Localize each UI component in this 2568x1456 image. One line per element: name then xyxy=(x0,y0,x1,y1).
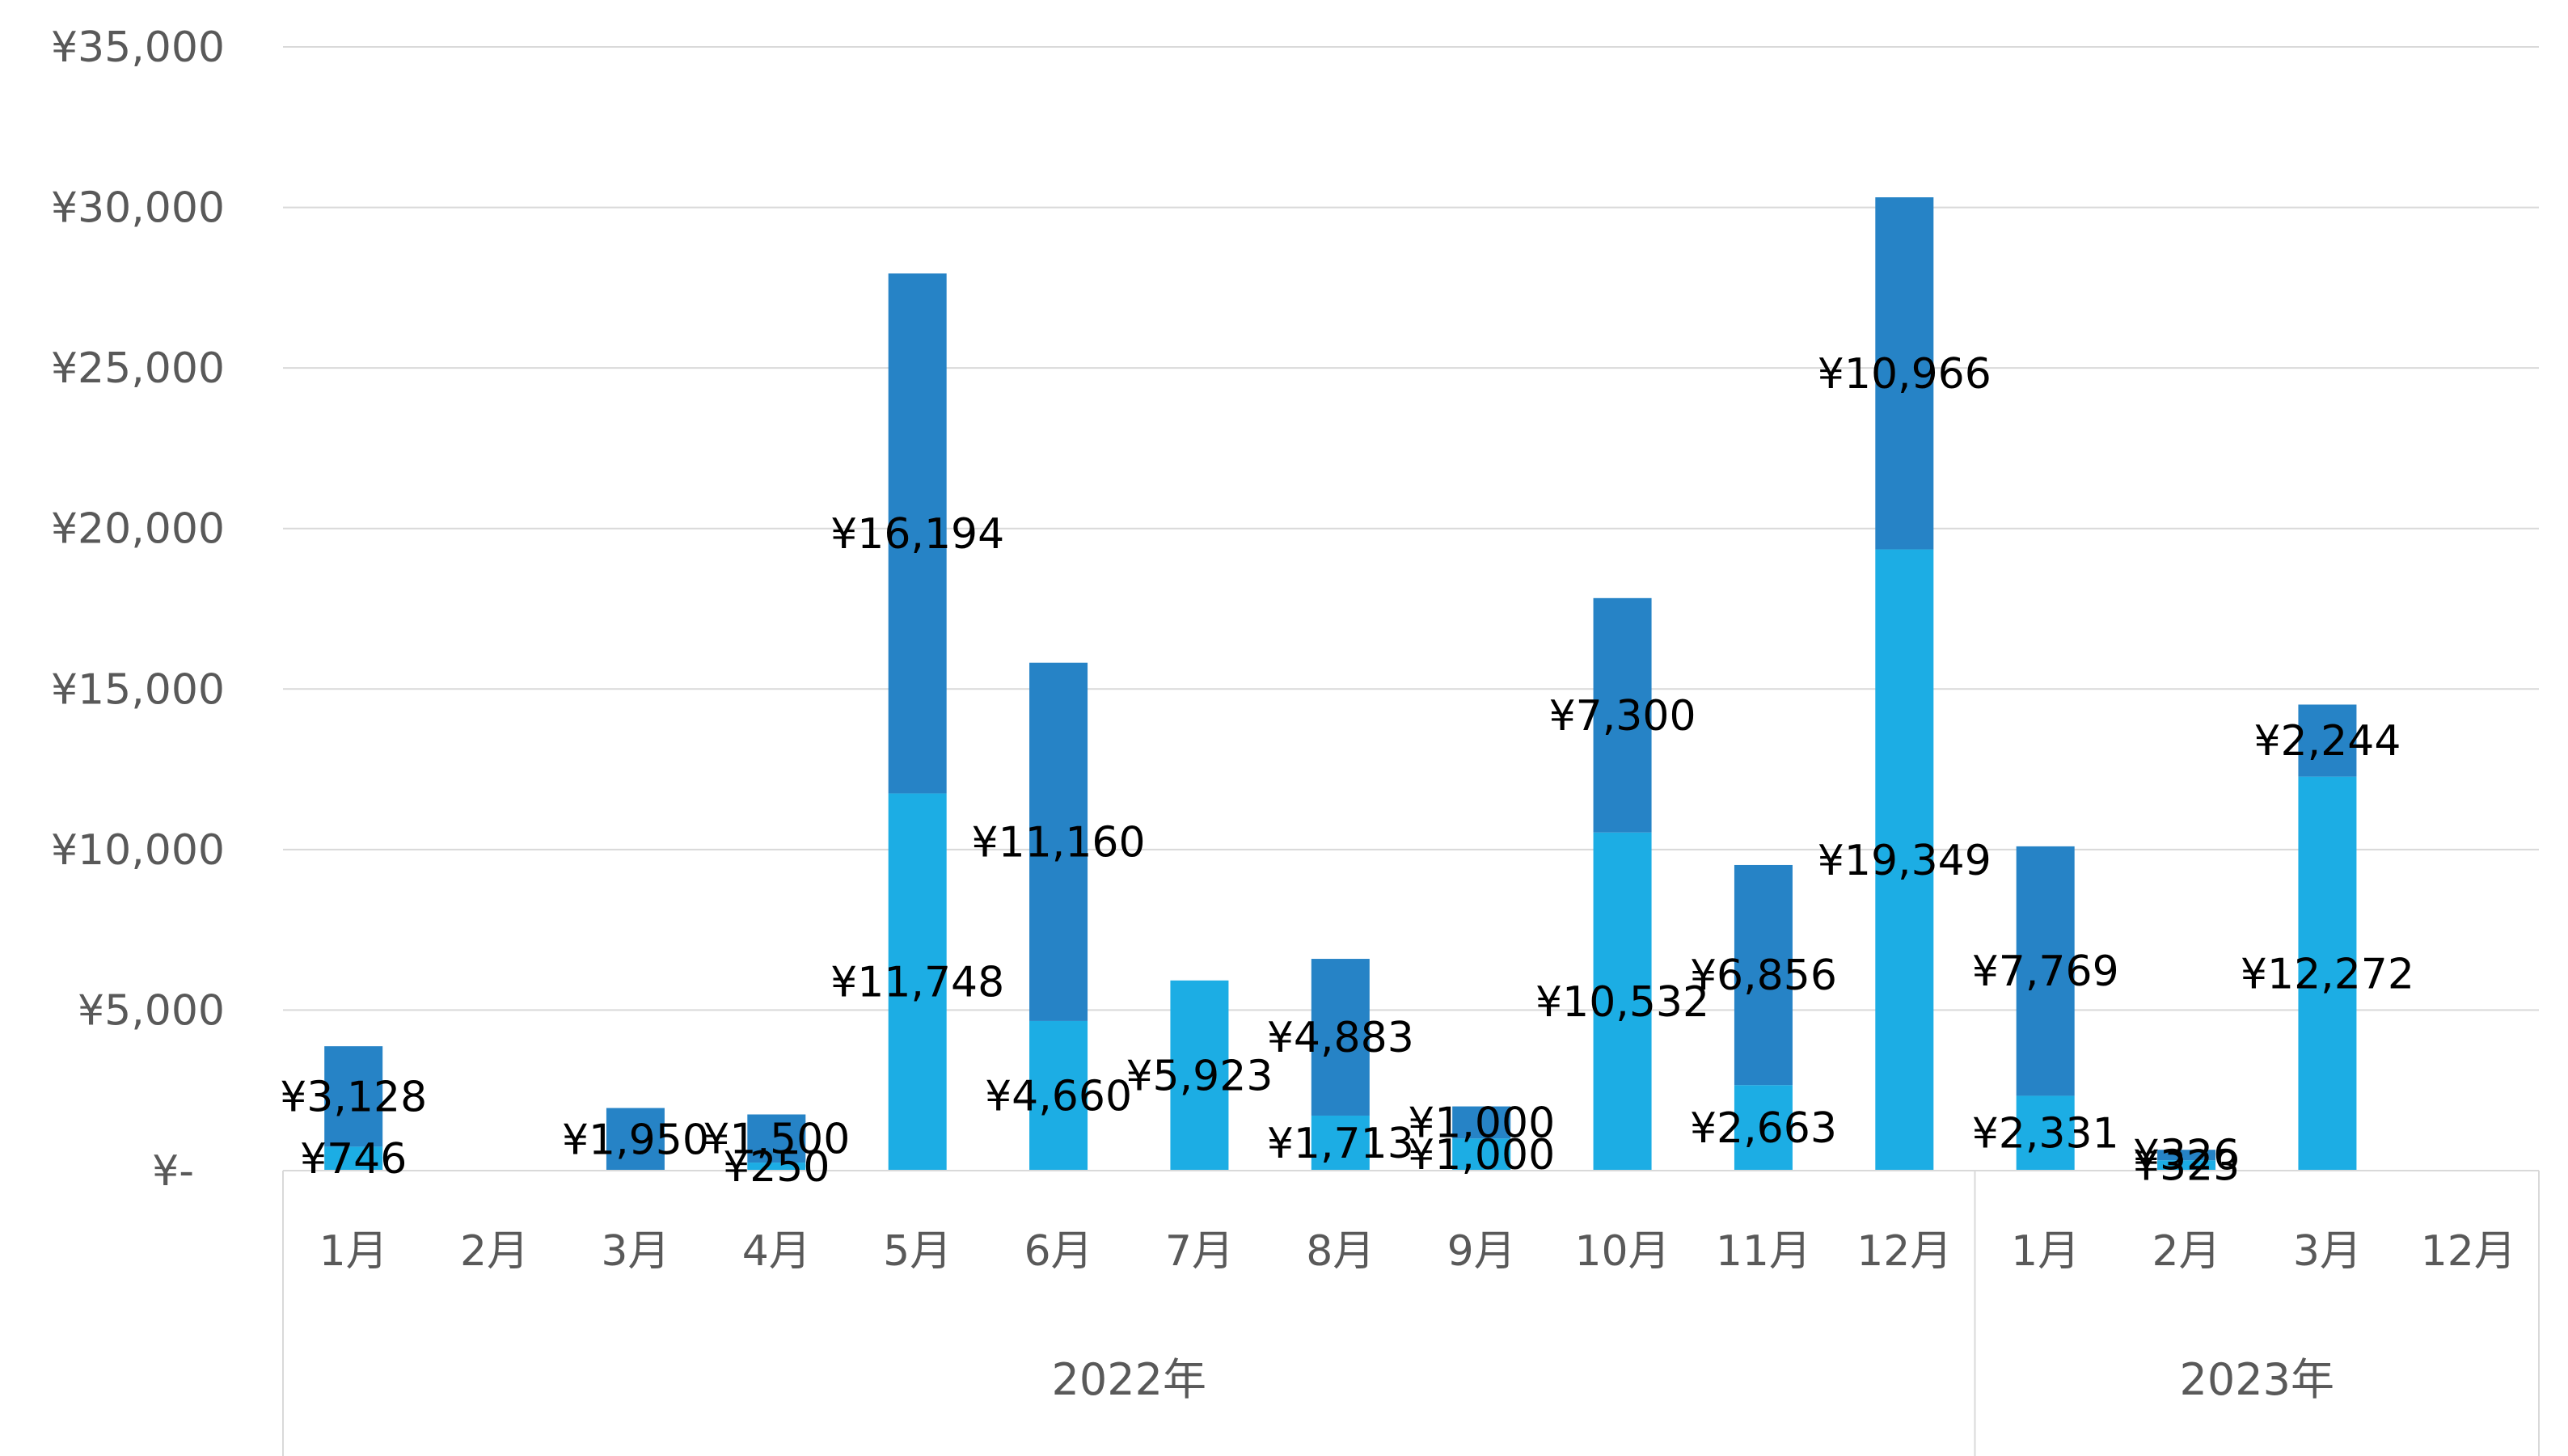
bar-segment xyxy=(888,793,947,1171)
x-category-label: 10月 xyxy=(1574,1227,1670,1276)
bar-segment xyxy=(747,1114,806,1163)
x-category-label: 11月 xyxy=(1716,1227,1811,1276)
bar-segment xyxy=(2298,704,2357,777)
bar-segment xyxy=(1170,980,1229,1171)
bar-segment xyxy=(2016,1095,2075,1171)
data-label: ¥3,128 xyxy=(280,1073,427,1121)
data-label: ¥1,713 xyxy=(1267,1120,1414,1168)
bar-segment xyxy=(747,1163,806,1171)
bar-segment xyxy=(1029,1020,1088,1171)
y-tick-label: ¥15,000 xyxy=(51,665,225,714)
x-category-label: 7月 xyxy=(1165,1227,1234,1276)
data-label: ¥323 xyxy=(2133,1142,2240,1191)
data-label: ¥11,748 xyxy=(830,959,1004,1007)
y-tick-label: ¥5,000 xyxy=(78,986,225,1035)
data-label: ¥2,244 xyxy=(2253,717,2401,766)
x-category-label: 4月 xyxy=(742,1227,811,1276)
data-label: ¥4,883 xyxy=(1267,1014,1414,1062)
y-tick-label: ¥25,000 xyxy=(51,344,225,393)
data-label: ¥11,160 xyxy=(972,818,1146,867)
bar-segment xyxy=(1452,1106,1511,1139)
x-category-label: 2月 xyxy=(2152,1227,2221,1276)
data-label: ¥7,300 xyxy=(1549,692,1696,741)
x-category-label: 1月 xyxy=(319,1227,388,1276)
bar-segment xyxy=(1452,1138,1511,1171)
bar-segment xyxy=(2157,1150,2216,1161)
x-category-label: 3月 xyxy=(2293,1227,2362,1276)
data-label: ¥12,272 xyxy=(2241,950,2414,998)
y-axis-tick-labels: ¥- ¥5,000 ¥10,000 ¥15,000 ¥20,000 ¥25,000 ¥30,… xyxy=(51,23,225,1196)
bar-segment xyxy=(1029,662,1088,1021)
data-label: ¥19,349 xyxy=(1818,837,1991,885)
data-label: ¥10,532 xyxy=(1535,978,1709,1027)
x-category-label: 12月 xyxy=(2421,1227,2516,1276)
x-group-label: 2023年 xyxy=(2180,1354,2334,1405)
data-label: ¥10,966 xyxy=(1818,350,1991,399)
data-label: ¥6,856 xyxy=(1690,952,1837,1000)
bar-segment xyxy=(1311,959,1370,1116)
data-label: ¥326 xyxy=(2133,1132,2240,1180)
bar-segment xyxy=(324,1146,383,1171)
data-label: ¥1,950 xyxy=(562,1116,709,1164)
bar-segment xyxy=(1593,597,1652,833)
data-label: ¥1,500 xyxy=(703,1115,850,1163)
x-category-label: 3月 xyxy=(601,1227,669,1276)
x-category-label: 6月 xyxy=(1024,1227,1093,1276)
bar-segment xyxy=(1734,864,1793,1086)
bar-segment xyxy=(1734,1085,1793,1171)
y-tick-label: ¥- xyxy=(152,1147,194,1196)
x-category-label: 9月 xyxy=(1447,1227,1516,1276)
bar-segment xyxy=(2016,846,2075,1096)
bars xyxy=(324,197,2357,1171)
bar-segment xyxy=(1311,1115,1370,1171)
x-axis-category-labels: 1月 2月 3月 4月 5月 6月 7月 8月 9月 10月 11月 12月 1月 2月 3月 12月 2022… xyxy=(319,1227,2516,1405)
data-label: ¥2,331 xyxy=(1972,1110,2119,1158)
data-label: ¥16,194 xyxy=(830,510,1004,559)
x-category-label: 12月 xyxy=(1856,1227,1952,1276)
data-label: ¥250 xyxy=(723,1143,830,1192)
x-axis xyxy=(282,1170,2540,1456)
data-label: ¥746 xyxy=(300,1135,407,1184)
bar-segment xyxy=(1875,197,1934,550)
y-tick-label: ¥35,000 xyxy=(51,23,225,72)
bar-segment xyxy=(606,1108,665,1171)
data-label: ¥5,923 xyxy=(1126,1052,1273,1100)
bar-segment xyxy=(1875,549,1934,1171)
x-category-label: 2月 xyxy=(460,1227,529,1276)
y-tick-label: ¥20,000 xyxy=(51,505,225,554)
data-label: ¥4,660 xyxy=(985,1072,1132,1120)
data-label: ¥1,000 xyxy=(1408,1131,1555,1180)
bar-segment xyxy=(324,1046,383,1147)
data-label: ¥2,663 xyxy=(1690,1104,1837,1153)
gridlines xyxy=(283,46,2539,1011)
x-category-label: 8月 xyxy=(1306,1227,1375,1276)
bar-segment xyxy=(1593,832,1652,1171)
bar-segment xyxy=(888,273,947,794)
data-label: ¥1,000 xyxy=(1408,1099,1555,1147)
data-label: ¥7,769 xyxy=(1972,947,2119,996)
y-tick-label: ¥10,000 xyxy=(51,826,225,875)
bar-segment xyxy=(2298,776,2357,1171)
data-labels: ¥746 ¥250¥11,748¥4,660¥5,923¥1,713¥1,000¥… xyxy=(280,350,2414,1192)
x-category-label: 1月 xyxy=(2011,1227,2080,1276)
bar-segment xyxy=(2157,1160,2216,1171)
x-group-label: 2022年 xyxy=(1052,1354,1206,1405)
x-category-label: 5月 xyxy=(883,1227,952,1276)
y-tick-label: ¥30,000 xyxy=(51,184,225,233)
